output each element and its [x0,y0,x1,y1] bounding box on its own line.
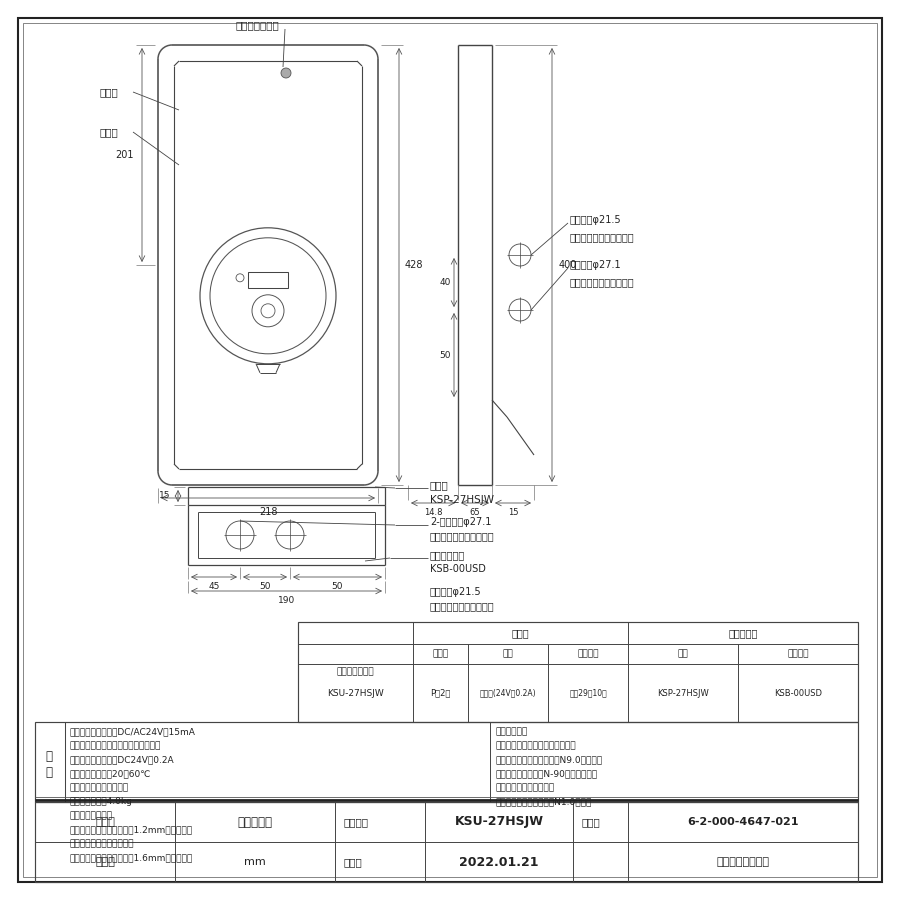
Text: 218: 218 [259,507,277,517]
Text: ノックアウト（左・右）: ノックアウト（左・右） [570,232,634,242]
Text: ホーチキ株式会社: ホーチキ株式会社 [716,857,770,867]
Text: 15: 15 [158,491,170,500]
Text: 埋込ボックス: 埋込ボックス [70,840,134,849]
Text: 作成日: 作成日 [343,857,362,867]
Text: 表示灯: 表示灯 [100,87,119,97]
Text: 図　番: 図 番 [581,817,599,827]
Text: 40: 40 [439,278,451,287]
Text: 色　彩：本体: 色 彩：本体 [496,727,528,736]
Text: 型式番号: 型式番号 [577,650,598,659]
Text: 使用温度範囲：－20～60℃: 使用温度範囲：－20～60℃ [70,770,151,778]
Text: P型2級: P型2級 [430,688,451,698]
Text: 構　　　造：屋外埋込型: 構 造：屋外埋込型 [70,784,129,793]
Text: 通線孔　φ27.1: 通線孔 φ27.1 [570,260,622,270]
Text: 2-通線孔　φ27.1: 2-通線孔 φ27.1 [430,517,491,527]
Text: 単　位: 単 位 [95,857,115,867]
Text: 通線孔　φ21.5: 通線孔 φ21.5 [570,215,622,225]
Text: 組合せ機器: 組合せ機器 [728,628,758,638]
Text: KSP-27HSJW: KSP-27HSJW [430,495,494,505]
Text: 筋　　　量：約4.0kg: 筋 量：約4.0kg [70,797,133,806]
Text: KSP-27HSJW: KSP-27HSJW [657,688,709,698]
Text: 45: 45 [208,582,220,591]
Text: 本　体: 本 体 [430,480,449,490]
Text: 機器収容箱: 機器収容箱 [238,815,273,829]
Text: KSU-27HSJW: KSU-27HSJW [454,815,544,829]
Text: KSB-00USD: KSB-00USD [430,564,486,574]
Bar [298,622,858,722]
Text: 規第29～10号: 規第29～10号 [569,688,607,698]
Text: 埋込ボックス: 埋込ボックス [430,550,465,560]
Text: 15: 15 [508,508,518,517]
Text: 表　示　灯：定格　DC/AC24V　15mA: 表 示 灯：定格 DC/AC24V 15mA [70,727,196,736]
Text: 種　別: 種 別 [432,650,448,659]
Text: 標準色（ホワイト色）: 標準色（ホワイト色） [496,742,577,751]
Text: カバー止めネジ: カバー止めネジ [235,20,279,30]
Text: 本体: 本体 [678,650,688,659]
Text: 2022.01.21: 2022.01.21 [459,856,539,868]
Text: 材　　　質：本体: 材 質：本体 [70,812,113,821]
Text: マンセル値　N1.0近似色: マンセル値 N1.0近似色 [496,797,592,806]
Text: 鋼板製　板厚1.2mm　焼付塗装: 鋼板製 板厚1.2mm 焼付塗装 [70,825,194,834]
Text: 商　品　記　号: 商 品 記 号 [337,668,374,677]
Text: 定格　DC24V　0.2A: 定格 DC24V 0.2A [70,755,175,764]
Text: 仕: 仕 [46,750,52,762]
Text: （マンセル値　N9.0近似色）: （マンセル値 N9.0近似色） [496,755,603,764]
Text: 商品記号: 商品記号 [343,817,368,827]
Text: 品　名: 品 名 [95,817,115,827]
Text: 65: 65 [470,508,481,517]
Text: 屋外型(24V、0.2A): 屋外型(24V、0.2A) [480,688,536,698]
Text: 発信機: 発信機 [512,628,529,638]
Text: KSU-27HSJW: KSU-27HSJW [327,688,384,698]
Text: 発信機: 発信機 [100,127,119,137]
Text: 190: 190 [278,596,295,605]
Text: ボックス: ボックス [788,650,809,659]
Text: 50: 50 [259,582,271,591]
Bar [35,802,858,882]
Text: 埋込ボックス: 埋込ボックス [496,784,555,793]
Bar [35,722,858,802]
Text: ノックアウト（上・下）: ノックアウト（上・下） [430,531,495,541]
Text: 201: 201 [115,150,134,160]
Text: 鋼板製　板厚1.6mm　電着塗装: 鋼板製 板厚1.6mm 電着塗装 [70,853,194,862]
Bar [248,272,288,288]
Text: ノックアウト（左・右）: ノックアウト（左・右） [570,277,634,287]
Text: 様: 様 [46,766,52,778]
Text: mm: mm [244,857,266,867]
Text: ノックアウト（上・下）: ノックアウト（上・下） [430,601,495,611]
Text: 50: 50 [332,582,343,591]
Text: 6-2-000-4647-021: 6-2-000-4647-021 [688,817,799,827]
Text: 400: 400 [559,260,578,270]
Text: 型式: 型式 [502,650,513,659]
Text: 50: 50 [439,350,451,359]
Text: KSB-00USD: KSB-00USD [774,688,822,698]
Circle shape [281,68,291,78]
Text: 通線孔　φ21.5: 通線孔 φ21.5 [430,587,482,597]
Text: 428: 428 [405,260,424,270]
Text: 発　信　機：自己消火性樹脂（赤色）: 発 信 機：自己消火性樹脂（赤色） [70,742,161,751]
Text: 日塗工　N-90　　　　　）: 日塗工 N-90 ） [496,770,598,778]
Text: 14.8: 14.8 [424,508,442,517]
